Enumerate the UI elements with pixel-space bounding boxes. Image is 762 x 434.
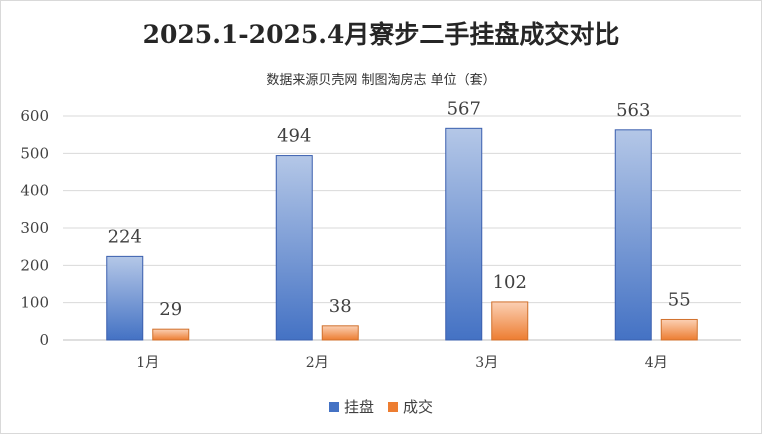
legend-item-series-1: 挂盘 [328, 396, 374, 417]
y-axis-ticks: 0 100 200 300 400 500 600 [20, 107, 49, 349]
x-axis-ticks: 1月 2月 3月 4月 [136, 355, 667, 371]
y-tick-label: 200 [20, 256, 49, 274]
data-label: 55 [668, 289, 691, 310]
data-label: 102 [493, 272, 527, 293]
legend-label-series-1: 挂盘 [343, 398, 374, 416]
x-tick-label: 2月 [306, 355, 329, 371]
x-tick-label: 1月 [136, 355, 159, 371]
legend-label-series-2: 成交 [403, 398, 434, 416]
y-tick-label: 500 [20, 144, 49, 162]
legend-swatch-series-2 [388, 401, 398, 412]
bar-series-1 [106, 255, 144, 341]
data-label: 38 [329, 296, 352, 317]
data-label: 494 [277, 126, 311, 147]
y-tick-label: 600 [20, 107, 49, 125]
bar-series-1 [614, 129, 652, 341]
data-label: 224 [108, 226, 142, 247]
legend: 挂盘 成交 [1, 396, 761, 417]
bar-series-1 [445, 127, 483, 341]
x-tick-label: 3月 [475, 355, 498, 371]
legend-swatch-series-1 [328, 401, 339, 412]
data-label: 567 [447, 98, 481, 119]
y-tick-label: 0 [39, 331, 49, 349]
bar-series-2 [321, 325, 359, 341]
data-label: 563 [616, 100, 650, 121]
bar-series-2 [491, 301, 529, 341]
bar-series-2 [152, 328, 190, 341]
bar-series-2 [660, 318, 698, 341]
chart-subtitle: 数据来源贝壳网 制图淘房志 单位（套） [266, 73, 496, 88]
data-labels: 224 29 494 38 567 102 563 55 [108, 98, 691, 320]
bar-series-1 [275, 155, 313, 341]
bars [106, 127, 698, 341]
y-tick-label: 400 [20, 182, 49, 200]
legend-item-series-2: 成交 [388, 396, 433, 417]
chart-title: 2025.1-2025.4月寮步二手挂盘成交对比 [142, 20, 620, 49]
data-label: 29 [159, 299, 182, 320]
y-tick-label: 300 [20, 219, 49, 237]
x-tick-label: 4月 [645, 355, 668, 371]
y-tick-label: 100 [20, 294, 49, 312]
